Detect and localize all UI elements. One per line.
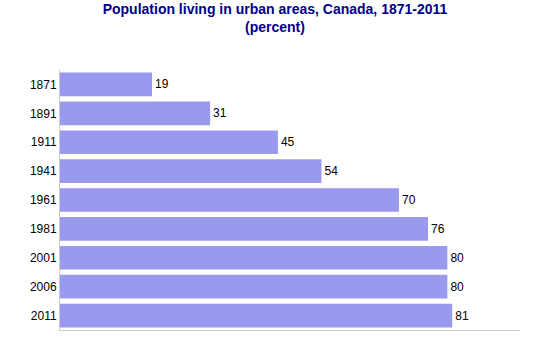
svg-text:54: 54 bbox=[324, 164, 338, 178]
svg-text:1911: 1911 bbox=[31, 135, 57, 149]
svg-text:2001: 2001 bbox=[30, 251, 57, 265]
svg-text:Population living in urban are: Population living in urban areas, Canada… bbox=[103, 1, 448, 35]
svg-text:81: 81 bbox=[455, 309, 469, 323]
svg-text:76: 76 bbox=[431, 222, 445, 236]
svg-text:2006: 2006 bbox=[30, 280, 57, 294]
svg-text:80: 80 bbox=[450, 280, 464, 294]
svg-text:1961: 1961 bbox=[30, 193, 57, 207]
svg-text:70: 70 bbox=[402, 193, 416, 207]
svg-text:80: 80 bbox=[450, 251, 464, 265]
svg-text:19: 19 bbox=[155, 77, 169, 91]
svg-text:31: 31 bbox=[213, 106, 227, 120]
svg-text:1941: 1941 bbox=[30, 164, 57, 178]
svg-text:1891: 1891 bbox=[30, 107, 57, 121]
svg-text:1871: 1871 bbox=[30, 78, 57, 92]
svg-text:45: 45 bbox=[281, 135, 295, 149]
svg-text:2011: 2011 bbox=[31, 309, 57, 323]
svg-text:1981: 1981 bbox=[30, 222, 57, 236]
